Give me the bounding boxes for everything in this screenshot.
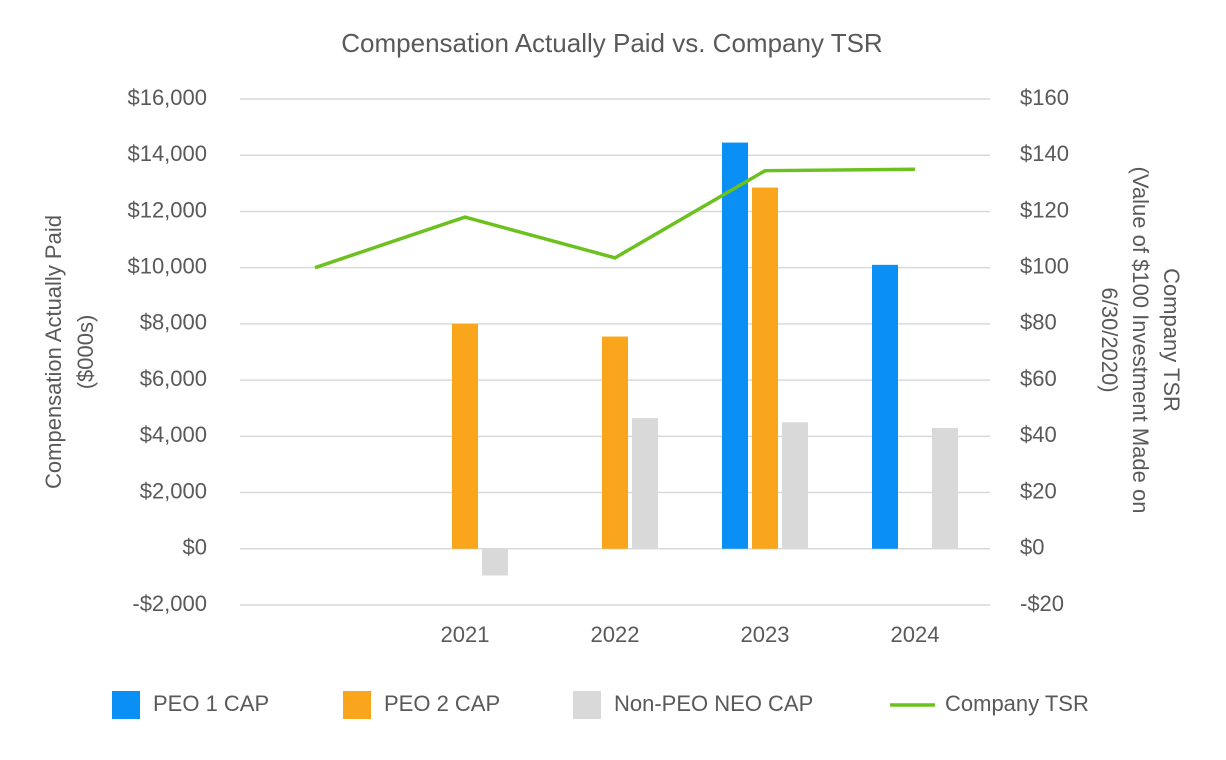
y-axis-label: Compensation Actually Paid [41,215,66,489]
y2-axis-label: (Value of $100 Investment Made on [1128,167,1153,514]
y2-tick-label: $120 [1020,197,1069,222]
bar [452,323,478,549]
legend-label: PEO 1 CAP [153,691,269,716]
x-tick-label: 2022 [591,622,640,647]
bar [632,418,658,549]
bar [752,187,778,549]
y2-tick-label: $60 [1020,366,1057,391]
bar [782,422,808,549]
x-tick-label: 2023 [741,622,790,647]
y-tick-label: $2,000 [140,478,207,503]
chart-title: Compensation Actually Paid vs. Company T… [341,28,882,58]
y-tick-label: $12,000 [127,197,207,222]
y2-tick-label: $40 [1020,422,1057,447]
legend-swatch [573,691,601,719]
x-tick-label: 2024 [891,622,940,647]
x-tick-label: 2021 [441,622,490,647]
y2-tick-label: $20 [1020,478,1057,503]
line [314,167,916,270]
y-tick-label: $10,000 [127,253,207,278]
y2-tick-label: $100 [1020,253,1069,278]
legend-label: Company TSR [945,691,1089,716]
bar [722,142,748,549]
y-tick-label: $0 [183,535,207,560]
y2-axis-label: 6/30/2020) [1097,287,1122,392]
legend-swatch [343,691,371,719]
y-tick-label: $14,000 [127,141,207,166]
y2-tick-label: -$20 [1020,591,1064,616]
y-tick-label: $8,000 [140,310,207,335]
y-axis-label: ($000s) [73,315,98,390]
y2-tick-label: $140 [1020,141,1069,166]
y-tick-label: $4,000 [140,422,207,447]
y2-axis-label: Company TSR [1159,268,1184,412]
bar [872,264,898,549]
bar [602,336,628,549]
y-tick-label: -$2,000 [132,591,207,616]
y-tick-label: $6,000 [140,366,207,391]
y-tick-label: $16,000 [127,85,207,110]
y2-tick-label: $0 [1020,535,1044,560]
bar [932,427,958,549]
legend-swatch [112,691,140,719]
y2-tick-label: $160 [1020,85,1069,110]
legend-label: Non-PEO NEO CAP [614,691,813,716]
y2-tick-label: $80 [1020,310,1057,335]
bar [482,548,508,576]
legend-label: PEO 2 CAP [384,691,500,716]
